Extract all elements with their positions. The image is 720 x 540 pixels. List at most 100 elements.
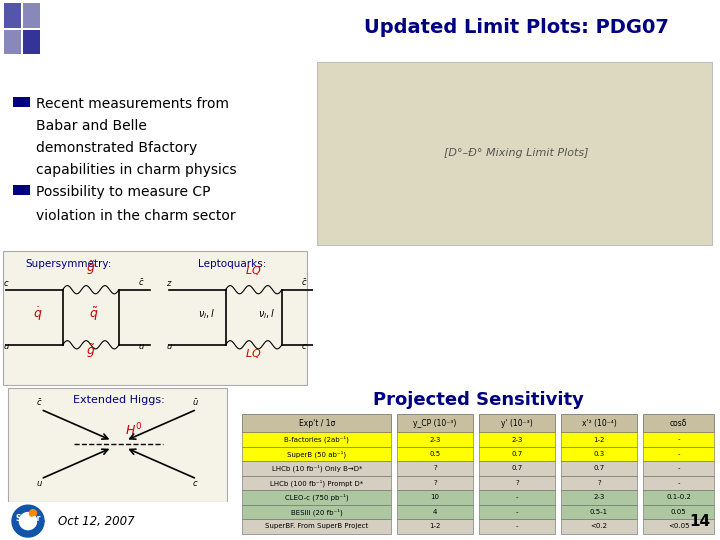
Text: SuperBF. From SuperB Project: SuperBF. From SuperB Project [265, 523, 369, 529]
Bar [643, 504, 714, 519]
Text: SuperB (50 ab⁻¹): SuperB (50 ab⁻¹) [287, 450, 346, 458]
Text: <0.2: <0.2 [590, 523, 608, 529]
Bar [479, 414, 554, 432]
Text: 0.3: 0.3 [593, 451, 605, 457]
Text: $\bar{c}$: $\bar{c}$ [36, 397, 42, 408]
Bar [397, 504, 472, 519]
Bar [22, 3, 40, 28]
Text: $\bar{c}$: $\bar{c}$ [301, 277, 307, 288]
Bar [12, 185, 30, 195]
Text: BESIII (20 fb⁻¹): BESIII (20 fb⁻¹) [291, 508, 343, 516]
Text: $\bar{c}$: $\bar{c}$ [138, 277, 145, 288]
Bar [243, 504, 390, 519]
Bar [397, 414, 472, 432]
Text: y' (10⁻³): y' (10⁻³) [501, 418, 533, 428]
Text: $z$: $z$ [166, 279, 173, 288]
Bar [243, 447, 390, 461]
Text: $u$: $u$ [166, 342, 173, 351]
Polygon shape [12, 505, 44, 537]
Text: demonstrated Bfactory: demonstrated Bfactory [36, 141, 197, 154]
Text: Supersymmetry:: Supersymmetry: [26, 259, 112, 269]
Text: 1-2: 1-2 [593, 436, 605, 442]
Text: Extended Higgs:: Extended Higgs: [73, 395, 165, 406]
Text: Leptoquarks:: Leptoquarks: [197, 259, 266, 269]
Text: -: - [516, 509, 518, 515]
Text: capabilities in charm physics: capabilities in charm physics [36, 163, 237, 177]
Text: ?: ? [433, 480, 437, 486]
Text: $u$: $u$ [3, 342, 10, 351]
Bar [479, 519, 554, 534]
Text: B: B [24, 519, 31, 528]
Text: $c$: $c$ [192, 479, 199, 488]
Text: Oct 12, 2007: Oct 12, 2007 [58, 515, 135, 528]
Text: $H^0$: $H^0$ [125, 422, 143, 438]
Bar [12, 97, 30, 107]
Bar [397, 461, 472, 476]
Text: -: - [678, 436, 680, 442]
Circle shape [30, 510, 37, 517]
Bar [561, 461, 636, 476]
Text: $u$: $u$ [36, 479, 43, 488]
Text: 0.7: 0.7 [593, 465, 605, 471]
Text: x'² (10⁻⁴): x'² (10⁻⁴) [582, 418, 616, 428]
Text: ?: ? [597, 480, 600, 486]
Bar [561, 519, 636, 534]
Bar [479, 461, 554, 476]
Bar [643, 414, 714, 432]
Bar [397, 490, 472, 504]
Text: -: - [516, 523, 518, 529]
Text: 0.5-1: 0.5-1 [590, 509, 608, 515]
Text: $\tilde{g}$: $\tilde{g}$ [86, 260, 96, 278]
Text: $\tilde{q}$: $\tilde{q}$ [89, 306, 99, 323]
Text: y_CP (10⁻³): y_CP (10⁻³) [413, 418, 456, 428]
Text: <0.05: <0.05 [667, 523, 689, 529]
Bar [643, 447, 714, 461]
Text: 2-3: 2-3 [429, 436, 441, 442]
Bar [643, 432, 714, 447]
Bar [561, 414, 636, 432]
Text: $LQ$: $LQ$ [246, 347, 262, 360]
Text: $\nu_l,l$: $\nu_l,l$ [258, 308, 275, 321]
Text: 0.1-0.2: 0.1-0.2 [666, 494, 691, 501]
Bar [561, 447, 636, 461]
Bar [4, 3, 21, 28]
Text: cosδ: cosδ [670, 418, 687, 428]
Text: 0.05: 0.05 [671, 509, 686, 515]
Text: D0 mixing: D0 mixing [55, 14, 212, 42]
Text: 0.7: 0.7 [511, 451, 523, 457]
Text: 1-2: 1-2 [429, 523, 441, 529]
Bar [479, 490, 554, 504]
Bar [561, 504, 636, 519]
Bar [479, 504, 554, 519]
Bar [243, 476, 390, 490]
Bar [479, 432, 554, 447]
Text: LHCb (10 fb⁻¹) Only B→D*: LHCb (10 fb⁻¹) Only B→D* [271, 465, 362, 472]
Text: $c$: $c$ [301, 342, 307, 351]
Bar [22, 30, 40, 55]
Bar [643, 519, 714, 534]
Text: $u$: $u$ [138, 342, 145, 351]
Bar [397, 519, 472, 534]
Bar [643, 476, 714, 490]
Bar [643, 490, 714, 504]
Bar [243, 432, 390, 447]
Text: ?: ? [515, 480, 519, 486]
Text: 10: 10 [431, 494, 439, 501]
Text: -: - [516, 494, 518, 501]
Bar [561, 476, 636, 490]
Bar [243, 490, 390, 504]
Text: 0.5: 0.5 [429, 451, 441, 457]
Text: Recent measurements from: Recent measurements from [36, 97, 229, 111]
Text: violation in the charm sector: violation in the charm sector [36, 210, 235, 224]
Text: Updated Limit Plots: PDG07: Updated Limit Plots: PDG07 [364, 18, 669, 37]
Text: LHCb (100 fb⁻¹) Prompt D*: LHCb (100 fb⁻¹) Prompt D* [270, 479, 364, 487]
Text: 4: 4 [433, 509, 437, 515]
Bar [243, 519, 390, 534]
Text: 2-3: 2-3 [511, 436, 523, 442]
Text: Babar and Belle: Babar and Belle [36, 119, 147, 133]
Text: $c$: $c$ [3, 279, 9, 288]
Bar [4, 30, 21, 55]
Bar [479, 476, 554, 490]
Text: 0.7: 0.7 [511, 465, 523, 471]
Text: CLEO-c (750 pb⁻¹): CLEO-c (750 pb⁻¹) [285, 494, 348, 501]
